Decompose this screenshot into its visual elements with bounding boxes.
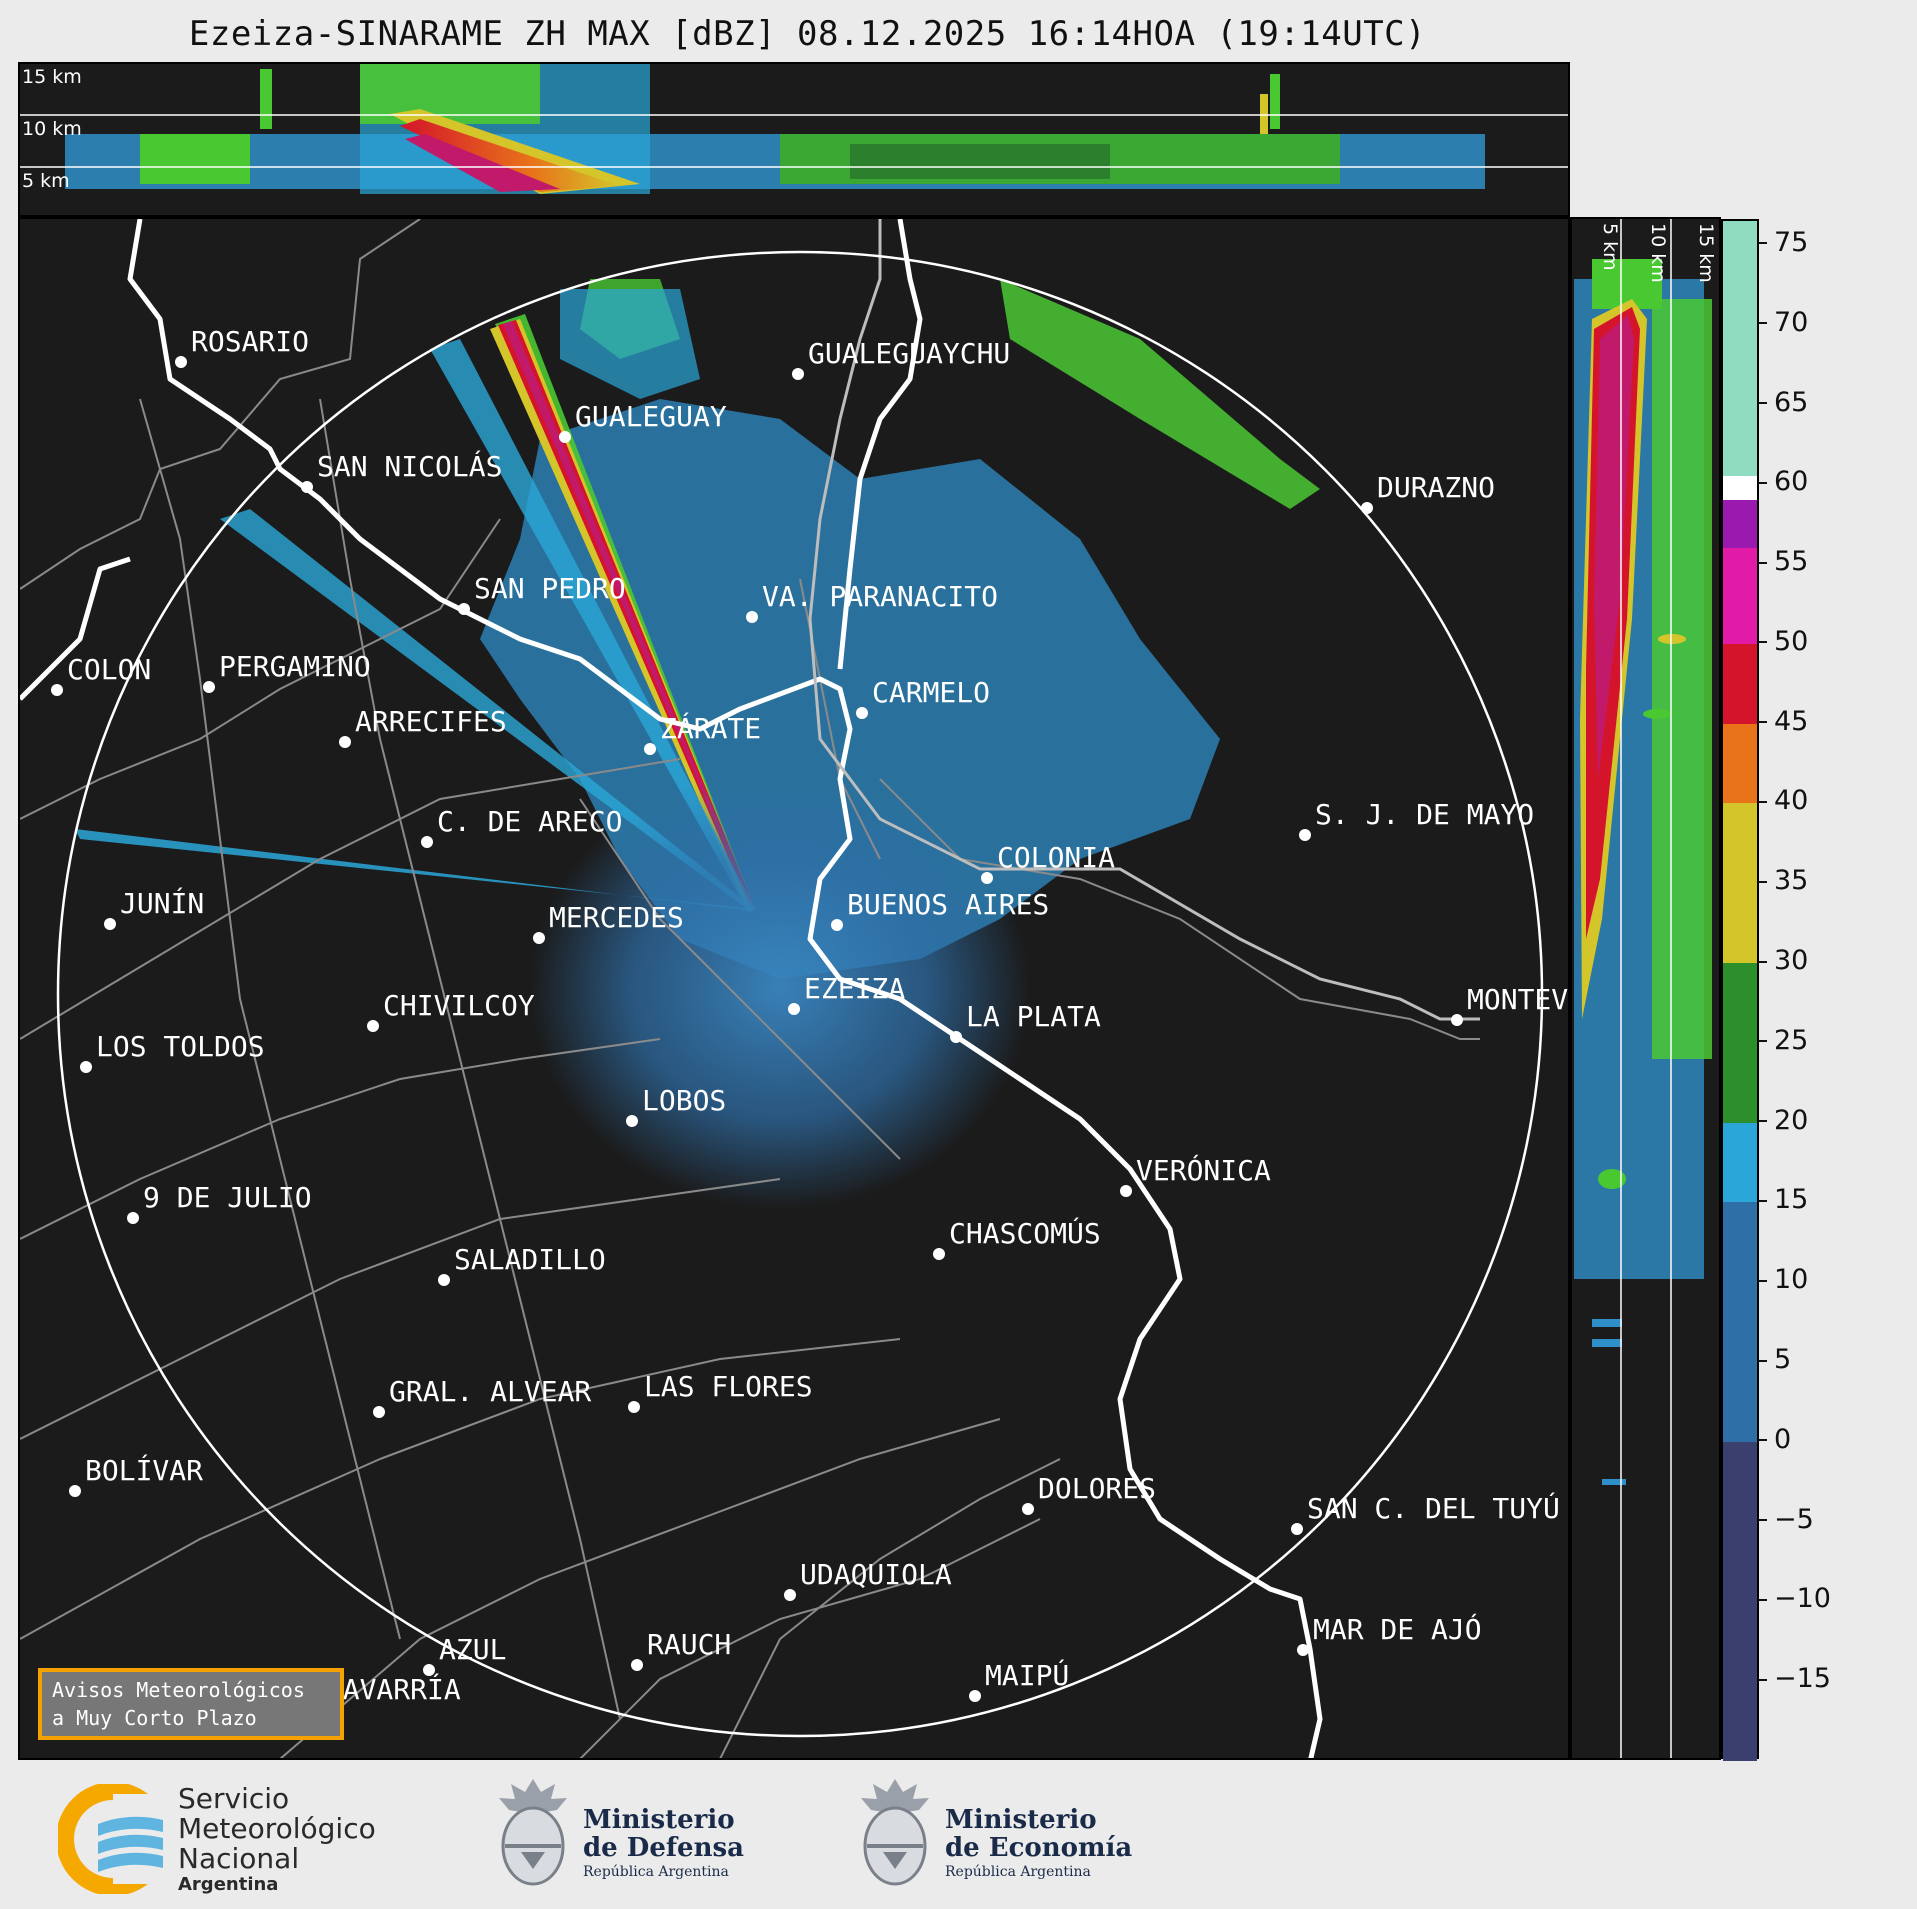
city-label: ZÁRATE xyxy=(660,711,761,745)
radial-spike-6 xyxy=(220,509,755,911)
boundaries xyxy=(20,219,1480,1758)
colorbar-segment xyxy=(1723,221,1757,477)
colorbar-segment xyxy=(1723,643,1757,724)
colorbar-tick-label: 50 xyxy=(1757,626,1808,657)
smn-name: Servicio Meteorológico Nacional Argentin… xyxy=(178,1782,376,1896)
city-label: GUALEGUAY xyxy=(575,400,727,433)
colorbar-tick-label: 40 xyxy=(1757,785,1808,816)
city-label: GRAL. ALVEAR xyxy=(389,1375,591,1408)
radar-map-svg: ROSARIO GUALEGUAYCHU GUALEGUAY SAN NICOL… xyxy=(20,219,1570,1758)
city-label: MAIPÚ xyxy=(985,1658,1069,1692)
colorbar-segment xyxy=(1723,476,1757,501)
city-label: VA. PARANACITO xyxy=(762,580,998,613)
city-label: CHASCOMÚS xyxy=(949,1216,1101,1250)
economia-name: Ministerio de Economía República Argenti… xyxy=(945,1805,1133,1880)
height-label-15km: 15 km xyxy=(22,66,82,88)
colorbar-segment xyxy=(1723,1202,1757,1442)
side-cross-section: 5 km 10 km 15 km xyxy=(1570,217,1721,1760)
city-label: LOS TOLDOS xyxy=(96,1030,265,1063)
colorbar-tick-label: 20 xyxy=(1757,1105,1808,1136)
colorbar-tick-label: 75 xyxy=(1757,227,1808,258)
smn-logo-icon xyxy=(58,1784,168,1894)
city-label: MONTEVIDEO xyxy=(1467,983,1570,1016)
city-label: 9 DE JULIO xyxy=(143,1181,312,1214)
city-label: ROSARIO xyxy=(191,325,309,358)
side-height-label-10km: 10 km xyxy=(1647,223,1669,283)
radial-spike-4 xyxy=(503,321,754,909)
city-label: EZEIZA xyxy=(804,972,905,1005)
top-cross-section: 15 km 10 km 5 km xyxy=(18,62,1570,217)
colorbar-tick-label: 10 xyxy=(1757,1264,1808,1295)
city-label: CARMELO xyxy=(872,676,990,709)
city-label: SALADILLO xyxy=(454,1243,606,1276)
height-label-5km: 5 km xyxy=(22,170,70,192)
colorbar-tick-label: 15 xyxy=(1757,1184,1808,1215)
city-label: RAUCH xyxy=(647,1628,731,1661)
city-label: SAN NICOLÁS xyxy=(317,449,502,483)
colorbar xyxy=(1721,219,1759,1761)
colorbar-tick-label: 30 xyxy=(1757,945,1808,976)
footer: Servicio Meteorológico Nacional Argentin… xyxy=(0,1762,1917,1909)
colorbar-tick-label: 0 xyxy=(1757,1424,1791,1455)
height-label-10km: 10 km xyxy=(22,118,82,140)
colorbar-tick-label: 70 xyxy=(1757,307,1808,338)
city-label: C. DE ARECO xyxy=(437,805,622,838)
side-height-label-15km: 15 km xyxy=(1695,223,1717,283)
colorbar-tick-label: 35 xyxy=(1757,865,1808,896)
city-label: DOLORES xyxy=(1038,1472,1156,1505)
colorbar-tick-label: 65 xyxy=(1757,387,1808,418)
avisos-box[interactable]: Avisos Meteorológicos a Muy Corto Plazo xyxy=(38,1668,344,1740)
radial-spike-5 xyxy=(430,339,755,911)
colorbar-tick-label: 55 xyxy=(1757,546,1808,577)
city-label: AZUL xyxy=(439,1633,506,1666)
colorbar-tick-label: 5 xyxy=(1757,1344,1791,1375)
colorbar-segment xyxy=(1723,1122,1757,1203)
avisos-line-2: a Muy Corto Plazo xyxy=(52,1706,257,1730)
city-label: LA PLATA xyxy=(966,1000,1101,1033)
city-label: COLONIA xyxy=(997,841,1115,874)
range-ring xyxy=(56,250,1544,1738)
colorbar-tick-label: −15 xyxy=(1758,1663,1831,1694)
defensa-name: Ministerio de Defensa República Argentin… xyxy=(583,1805,744,1880)
city-label: GUALEGUAYCHU xyxy=(808,337,1010,370)
smn-logo xyxy=(58,1784,168,1894)
colorbar-segment xyxy=(1723,500,1757,549)
colorbar-tick-label: 60 xyxy=(1757,466,1808,497)
city-label: PERGAMINO xyxy=(219,650,371,683)
city-label: MERCEDES xyxy=(549,901,684,934)
city-label: S. J. DE MAYO xyxy=(1315,798,1534,831)
city-label: UDAQUIOLA xyxy=(800,1558,952,1591)
colorbar-tick-label: −10 xyxy=(1758,1583,1831,1614)
colorbar-tick-label: −5 xyxy=(1758,1504,1814,1535)
colorbar-segment xyxy=(1723,803,1757,964)
radar-map: ROSARIO GUALEGUAYCHU GUALEGUAY SAN NICOL… xyxy=(18,217,1570,1760)
colorbar-segment xyxy=(1723,548,1757,644)
coastline xyxy=(20,219,1323,1758)
city-label: COLON xyxy=(67,653,151,686)
city-label: MAR DE AJÓ xyxy=(1313,1612,1482,1646)
avisos-line-1: Avisos Meteorológicos xyxy=(52,1678,305,1702)
city-label: LAS FLORES xyxy=(644,1370,813,1403)
colorbar-tick-label: 45 xyxy=(1757,706,1808,737)
colorbar-segment xyxy=(1723,723,1757,804)
city-label: BUENOS AIRES xyxy=(847,888,1049,921)
colorbar-segment xyxy=(1723,1441,1757,1761)
echo-green-band xyxy=(1000,279,1320,509)
city-label: DURAZNO xyxy=(1377,471,1495,504)
city-label: SAN PEDRO xyxy=(474,572,626,605)
colorbar-tick-label: 25 xyxy=(1757,1025,1808,1056)
city-label: CHIVILCOY xyxy=(383,989,535,1022)
colorbar-segment xyxy=(1723,963,1757,1123)
city-label: JUNÍN xyxy=(120,886,204,920)
city-label: ARRECIFES xyxy=(355,705,507,738)
city-label: LOBOS xyxy=(642,1084,726,1117)
city-markers xyxy=(51,356,1463,1716)
uruguay-border xyxy=(808,219,1480,1021)
city-label: SAN C. DEL TUYÚ xyxy=(1307,1491,1560,1525)
city-label: VERÓNICA xyxy=(1136,1153,1271,1187)
clutter-area xyxy=(530,769,1030,1209)
city-label: BOLÍVAR xyxy=(85,1453,203,1487)
side-height-label-5km: 5 km xyxy=(1599,223,1621,271)
map-title: Ezeiza-SINARAME ZH MAX [dBZ] 08.12.2025 … xyxy=(188,14,1427,54)
